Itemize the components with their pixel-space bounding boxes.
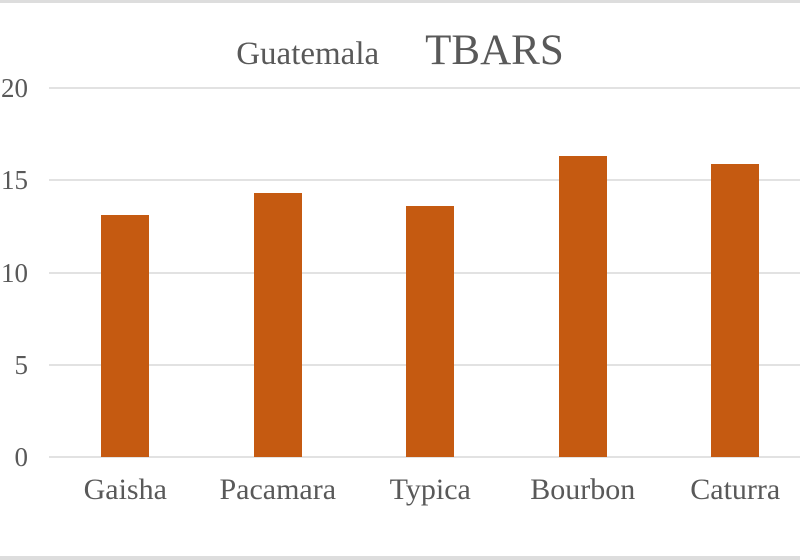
x-axis-category-label-caturra: Caturra (690, 473, 781, 506)
x-axis-category-label-gaisha: Gaisha (83, 473, 167, 506)
chart-top-border (0, 0, 800, 3)
chart-title-metric: TBARS (425, 27, 564, 74)
y-axis-tick-label-15: 15 (1, 165, 28, 196)
bar-typica (406, 206, 455, 457)
y-axis-tick-label-20: 20 (1, 73, 28, 103)
chart-title-region: Guatemala (236, 36, 380, 72)
chart-bottom-border (0, 556, 800, 560)
x-axis-category-label-bourbon: Bourbon (530, 473, 636, 506)
x-axis-category-label-pacamara: Pacamara (219, 473, 337, 506)
chart-title: Guatemala TBARS (0, 26, 800, 75)
bar-caturra (711, 163, 760, 457)
bar-pacamara (253, 193, 302, 457)
bar-gaisha (101, 215, 150, 457)
bar-bourbon (558, 156, 607, 457)
gridline-y-15 (49, 179, 800, 182)
y-axis-tick-label-0: 0 (14, 442, 29, 472)
y-axis-tick-label-5: 5 (14, 349, 29, 380)
x-axis-category-label-typica: Typica (389, 473, 471, 506)
y-axis-tick-label-10: 10 (1, 257, 28, 288)
gridline-y-20 (49, 87, 800, 89)
gridline-y-0 (49, 456, 800, 458)
